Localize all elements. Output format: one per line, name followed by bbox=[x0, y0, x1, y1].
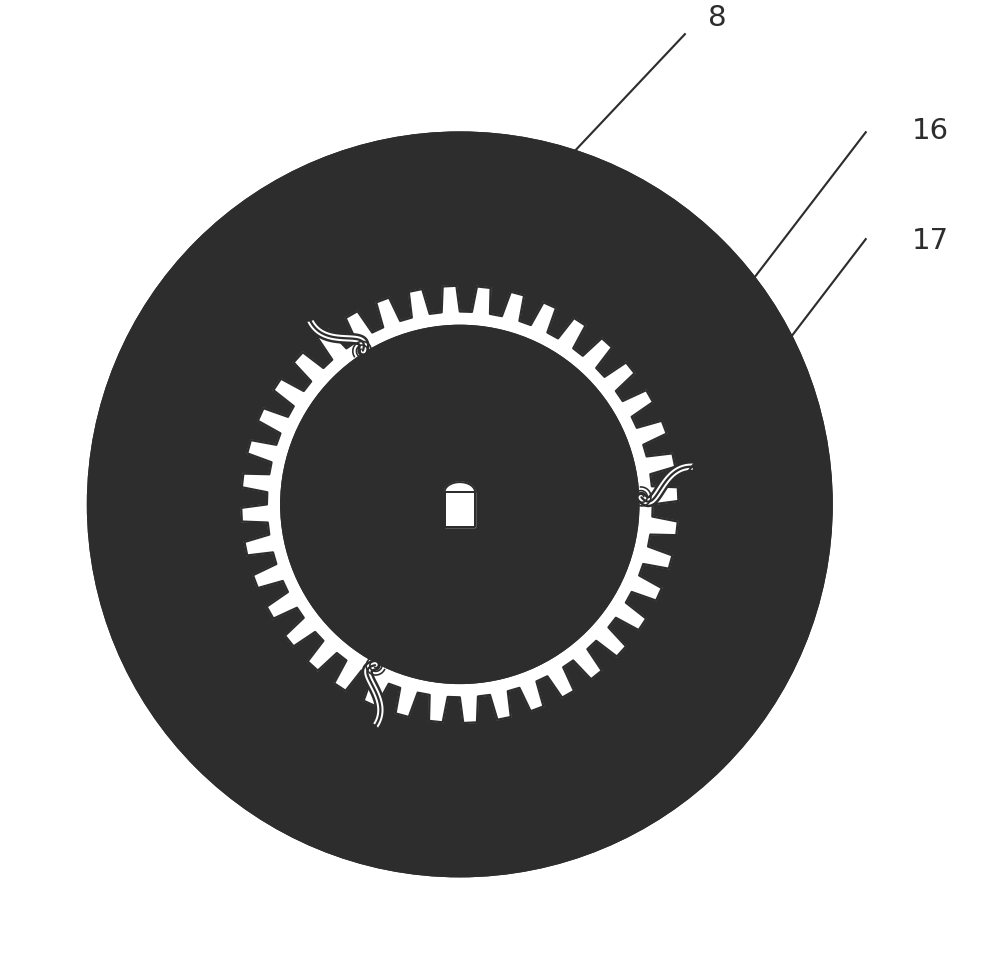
Circle shape bbox=[354, 722, 379, 748]
Polygon shape bbox=[445, 492, 475, 527]
Circle shape bbox=[389, 434, 531, 575]
Circle shape bbox=[191, 235, 729, 774]
Circle shape bbox=[699, 462, 714, 477]
Circle shape bbox=[294, 295, 319, 321]
Text: 16: 16 bbox=[911, 117, 949, 145]
Circle shape bbox=[88, 133, 831, 876]
Polygon shape bbox=[445, 482, 475, 492]
Circle shape bbox=[281, 326, 638, 683]
Text: 8: 8 bbox=[708, 4, 726, 32]
Circle shape bbox=[694, 457, 719, 482]
Circle shape bbox=[299, 300, 314, 316]
Circle shape bbox=[359, 728, 374, 743]
Circle shape bbox=[346, 390, 574, 618]
Text: 17: 17 bbox=[911, 226, 949, 255]
Polygon shape bbox=[241, 286, 678, 723]
